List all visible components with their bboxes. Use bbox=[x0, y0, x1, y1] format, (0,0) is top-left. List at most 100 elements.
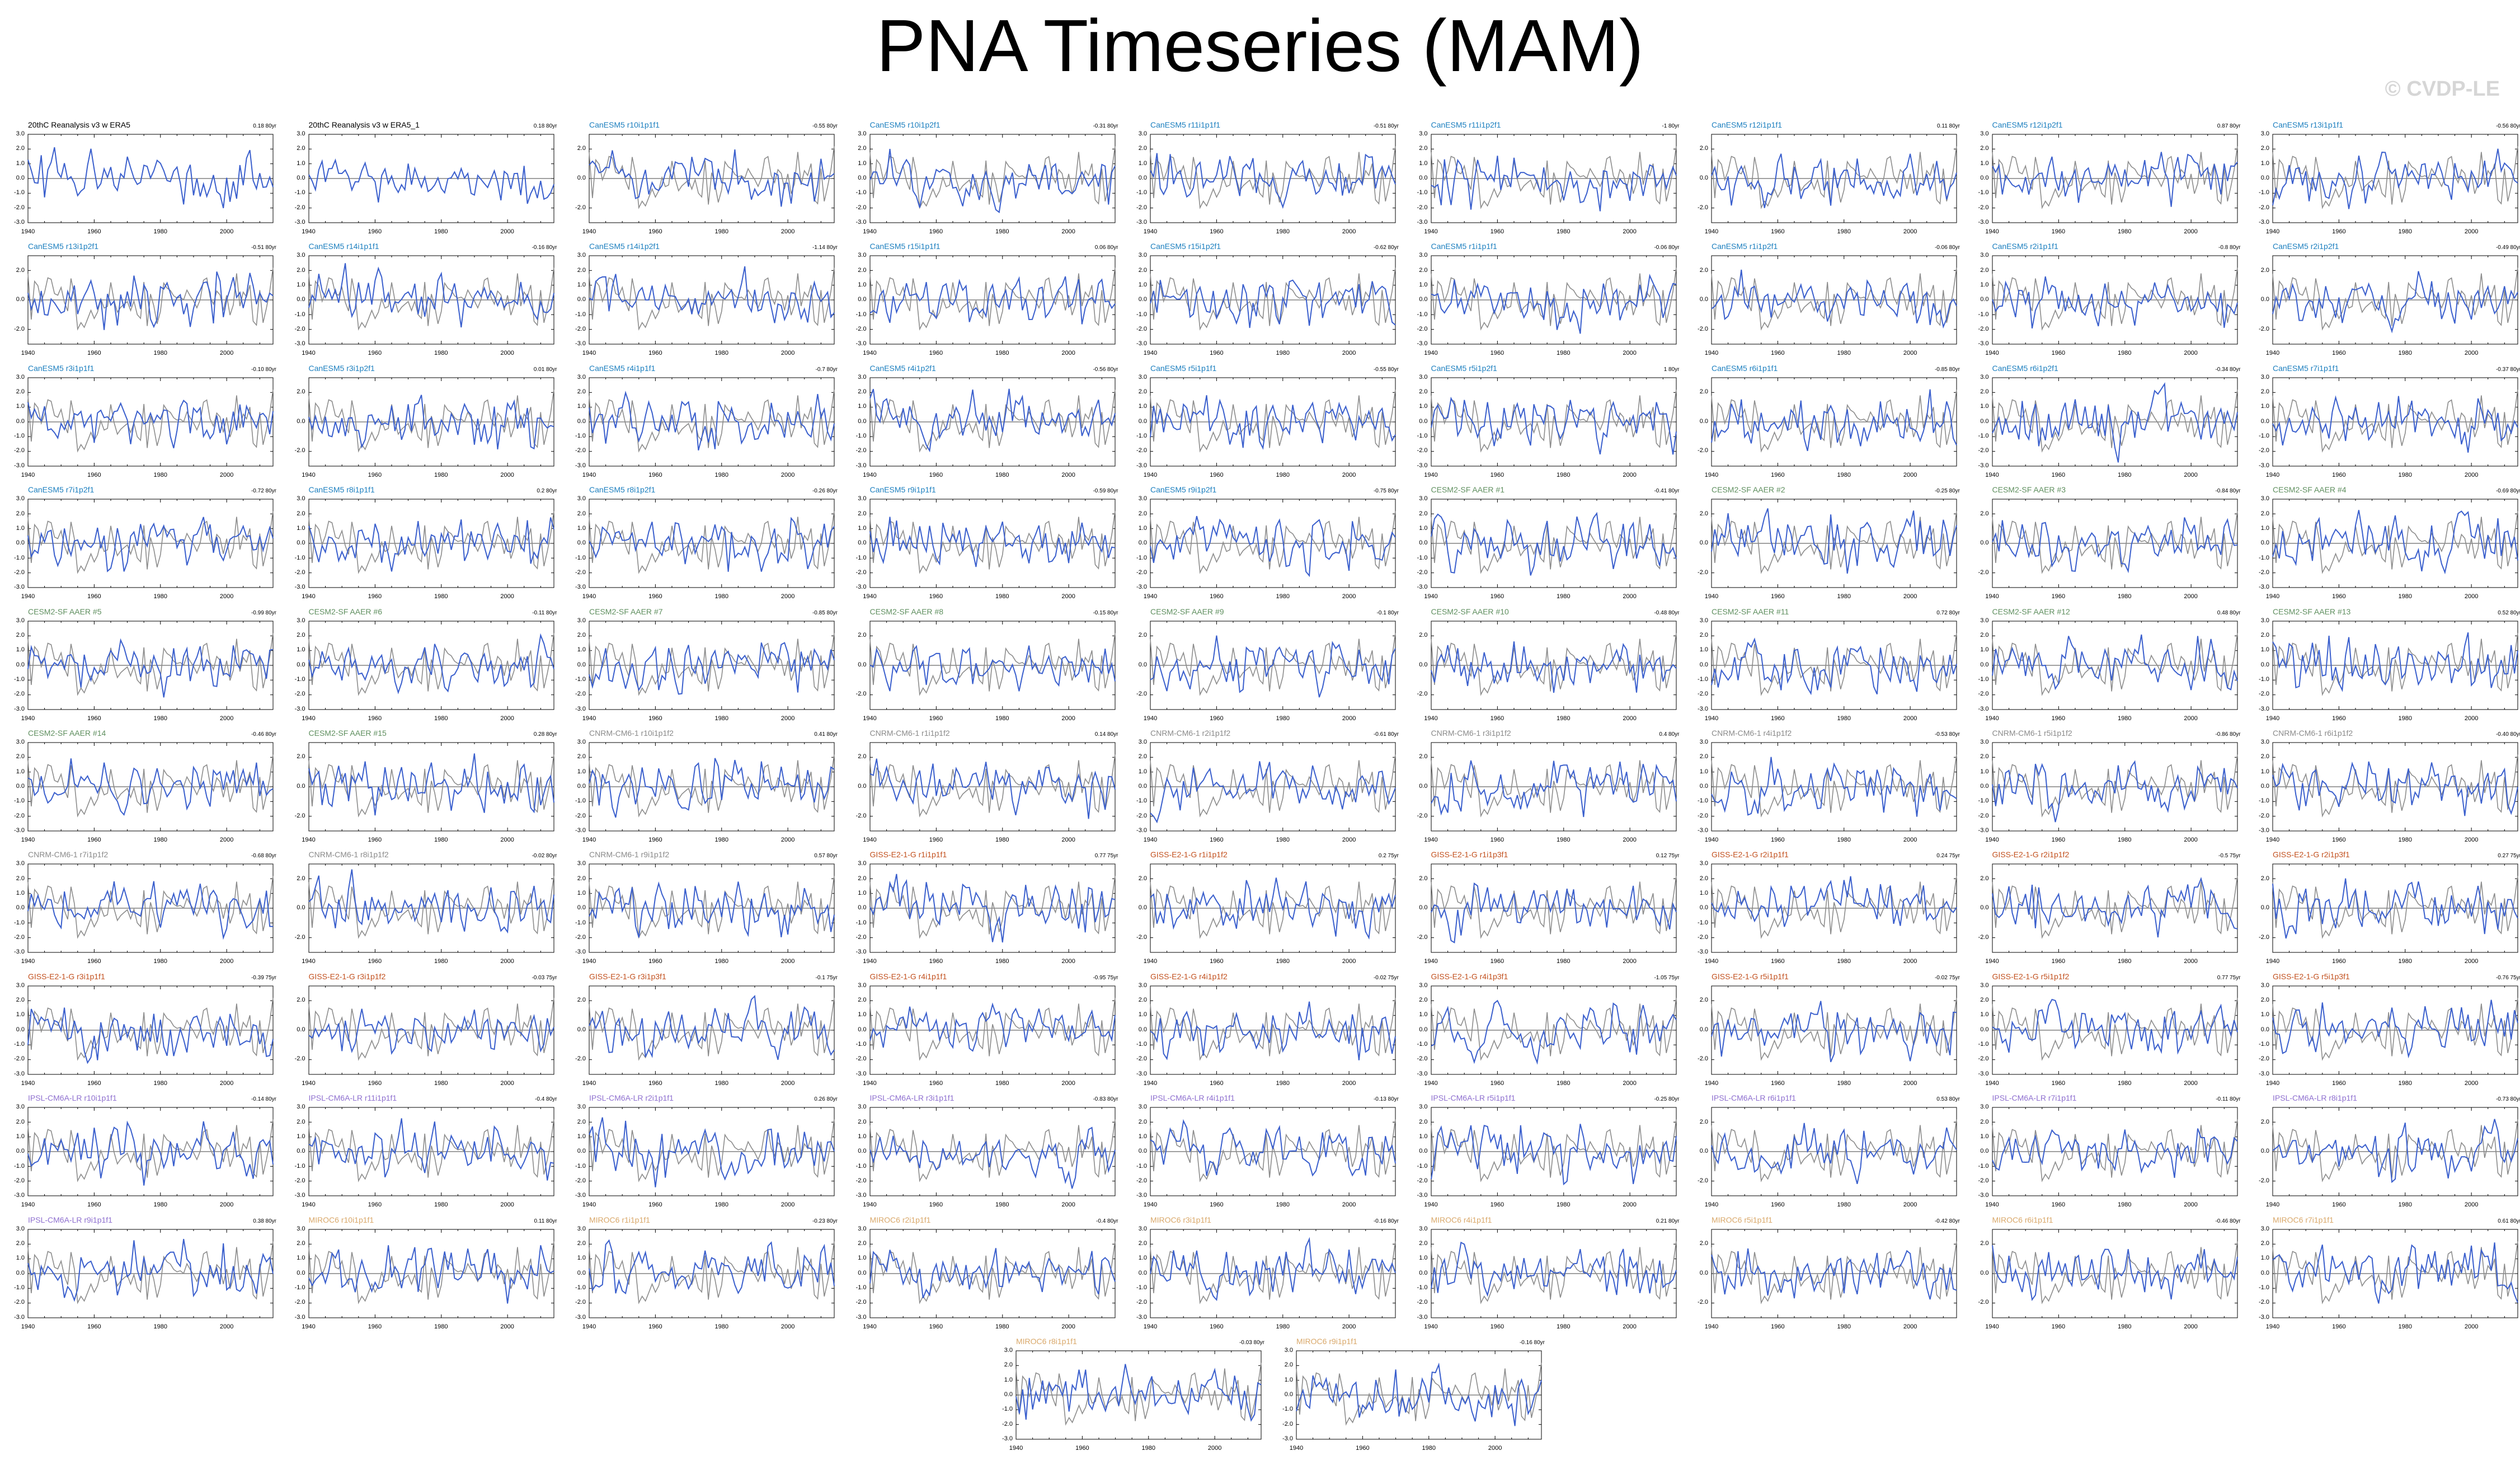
y-tick-label: 2.0 bbox=[16, 631, 25, 638]
timeseries-panel: CESM2-SF AAER #13 0.52 80yr 3.0 2.0 1.0 0.0 -1… bbox=[2253, 605, 2520, 723]
x-tick-label: 1980 bbox=[1837, 715, 1851, 722]
y-tick-label: -1.0 bbox=[2259, 189, 2269, 196]
panel-trend-label: -0.37 80yr bbox=[2495, 366, 2520, 373]
y-tick-label: -3.0 bbox=[855, 1070, 867, 1077]
panel-title: IPSL-CM6A-LR r10i1p1f1 bbox=[28, 1093, 117, 1103]
panel-title: IPSL-CM6A-LR r6i1p1f1 bbox=[1712, 1093, 1796, 1103]
panel-trend-label: -0.4 80yr bbox=[535, 1096, 557, 1103]
y-tick-label: 1.0 bbox=[858, 403, 867, 410]
y-tick-label: -3.0 bbox=[1978, 705, 1989, 712]
timeseries-panel: CanESM5 r1i1p1f1 -0.06 80yr 3.0 2.0 1.0 0.0 -1… bbox=[1411, 240, 1680, 358]
y-tick-label: 0.0 bbox=[1419, 783, 1428, 790]
x-tick-label: 2000 bbox=[781, 1201, 795, 1209]
y-tick-label: 2.0 bbox=[1980, 145, 1989, 152]
observed-series-line bbox=[2272, 389, 2518, 453]
model-series-line bbox=[1150, 877, 1396, 940]
x-tick-label: 1960 bbox=[368, 593, 382, 600]
y-tick-label: -1.0 bbox=[1417, 1041, 1428, 1048]
panel-trend-label: -0.03 75yr bbox=[532, 974, 557, 981]
y-tick-label: 3.0 bbox=[1980, 252, 1989, 259]
model-series-line bbox=[308, 753, 554, 816]
y-tick-label: -2.0 bbox=[1698, 1177, 1708, 1184]
x-tick-label: 1960 bbox=[368, 1079, 382, 1087]
y-tick-label: 1.0 bbox=[577, 768, 586, 775]
x-tick-label: 2000 bbox=[1903, 958, 1917, 965]
x-tick-label: 1940 bbox=[1704, 471, 1719, 478]
x-tick-label: 1980 bbox=[2118, 471, 2132, 478]
y-tick-label: 0.0 bbox=[16, 1148, 25, 1155]
x-tick-label: 1960 bbox=[929, 593, 943, 600]
y-tick-label: 0.0 bbox=[858, 175, 867, 181]
timeseries-panel: GISS-E2-1-G r5i1p1f1 -0.02 75yr 2.0 0.0 -2.0… bbox=[1691, 970, 1960, 1088]
panel-plot bbox=[1711, 742, 1957, 832]
y-tick-label: 2.0 bbox=[2260, 875, 2269, 882]
x-tick-label: 2000 bbox=[1623, 593, 1637, 600]
y-tick-label: 2.0 bbox=[1699, 1118, 1708, 1125]
y-tick-label: 0.0 bbox=[16, 539, 25, 547]
y-tick-label: 1.0 bbox=[2260, 524, 2269, 532]
timeseries-panel: CanESM5 r11i1p2f1 -1 80yr 3.0 2.0 1.0 0.0 -1.0… bbox=[1411, 119, 1680, 236]
timeseries-panel: GISS-E2-1-G r2i1p1f1 0.24 75yr 3.0 2.0 1.0 0.… bbox=[1691, 848, 1960, 966]
x-tick-label: 1940 bbox=[1424, 1079, 1438, 1087]
panel-title: CanESM5 r12i1p1f1 bbox=[1712, 120, 1783, 129]
timeseries-panel: CanESM5 r7i1p2f1 -0.72 80yr 3.0 2.0 1.0 0.0 -1… bbox=[8, 483, 276, 601]
y-tick-label: -2.0 bbox=[855, 934, 867, 941]
timeseries-panel: CanESM5 r9i1p2f1 -0.75 80yr 3.0 2.0 1.0 0.0 -1… bbox=[1130, 483, 1399, 601]
x-tick-label: 1960 bbox=[368, 958, 382, 965]
x-tick-label: 1940 bbox=[302, 958, 316, 965]
x-tick-label: 1980 bbox=[434, 1079, 448, 1087]
x-tick-label: 1940 bbox=[302, 1201, 316, 1209]
model-series-line bbox=[589, 641, 835, 695]
y-tick-label: 0.0 bbox=[1980, 904, 1989, 912]
x-tick-label: 2000 bbox=[1342, 350, 1356, 357]
y-tick-label: 1.0 bbox=[16, 1133, 25, 1140]
y-tick-label: 3.0 bbox=[1419, 130, 1428, 137]
x-tick-label: 1980 bbox=[1837, 1201, 1851, 1209]
y-tick-label: -1.0 bbox=[1698, 797, 1708, 805]
y-tick-label: -3.0 bbox=[1978, 219, 1989, 226]
panel-trend-label: 0.77 75yr bbox=[1094, 853, 1118, 860]
y-tick-label: 0.0 bbox=[577, 904, 586, 912]
x-tick-label: 2000 bbox=[2464, 350, 2479, 357]
panel-title: GISS-E2-1-G r1i1p3f1 bbox=[1431, 850, 1508, 860]
x-tick-label: 1980 bbox=[2118, 1079, 2132, 1087]
x-tick-label: 1980 bbox=[153, 593, 167, 600]
x-tick-label: 1960 bbox=[929, 837, 943, 843]
x-tick-label: 2000 bbox=[219, 715, 234, 722]
panel-trend-label: -0.26 80yr bbox=[812, 488, 838, 495]
y-tick-label: -2.0 bbox=[1698, 204, 1708, 211]
panel-plot bbox=[869, 377, 1116, 467]
y-tick-label: 2.0 bbox=[16, 510, 25, 517]
panel-plot bbox=[869, 621, 1116, 710]
x-tick-label: 1980 bbox=[2398, 228, 2412, 235]
y-tick-label: 3.0 bbox=[1980, 130, 1989, 137]
y-tick-label: 0.0 bbox=[1699, 417, 1708, 425]
y-tick-label: 1.0 bbox=[1980, 281, 1989, 289]
y-tick-label: 3.0 bbox=[2260, 739, 2269, 745]
y-tick-label: -1.0 bbox=[1136, 1041, 1147, 1048]
y-tick-label: 3.0 bbox=[577, 252, 586, 259]
x-tick-label: 1980 bbox=[2118, 958, 2132, 965]
y-tick-label: 1.0 bbox=[1138, 403, 1147, 410]
panel-trend-label: -1.14 80yr bbox=[812, 245, 838, 251]
x-tick-label: 2000 bbox=[1061, 837, 1075, 843]
timeseries-panel: 20thC Reanalysis v3 w ERA5_1 0.18 80yr 3.0… bbox=[289, 119, 557, 236]
y-tick-label: -3.0 bbox=[855, 462, 867, 469]
panel-plot bbox=[1711, 499, 1957, 588]
y-tick-label: -3.0 bbox=[1417, 462, 1428, 469]
panel-title: GISS-E2-1-G r5i1p1f1 bbox=[1712, 971, 1789, 981]
y-tick-label: 3.0 bbox=[577, 860, 586, 867]
x-tick-label: 1960 bbox=[2332, 1201, 2346, 1209]
y-tick-label: 1.0 bbox=[858, 1133, 867, 1140]
timeseries-panel: CanESM5 r8i1p1f1 0.2 80yr 3.0 2.0 1.0 0.0 -1.0… bbox=[289, 483, 557, 601]
x-tick-label: 2000 bbox=[500, 1201, 514, 1209]
x-tick-label: 1960 bbox=[1490, 593, 1505, 600]
x-tick-label: 1940 bbox=[582, 1323, 596, 1330]
y-tick-label: -3.0 bbox=[575, 340, 586, 347]
panel-title: CNRM-CM6-1 r1i1p1f2 bbox=[869, 729, 950, 738]
panel-plot bbox=[308, 255, 554, 345]
x-tick-label: 2000 bbox=[1903, 1201, 1917, 1209]
x-tick-label: 1940 bbox=[21, 471, 35, 478]
x-tick-label: 1940 bbox=[302, 837, 316, 843]
panel-title: CanESM5 r11i1p1f1 bbox=[1150, 120, 1221, 129]
